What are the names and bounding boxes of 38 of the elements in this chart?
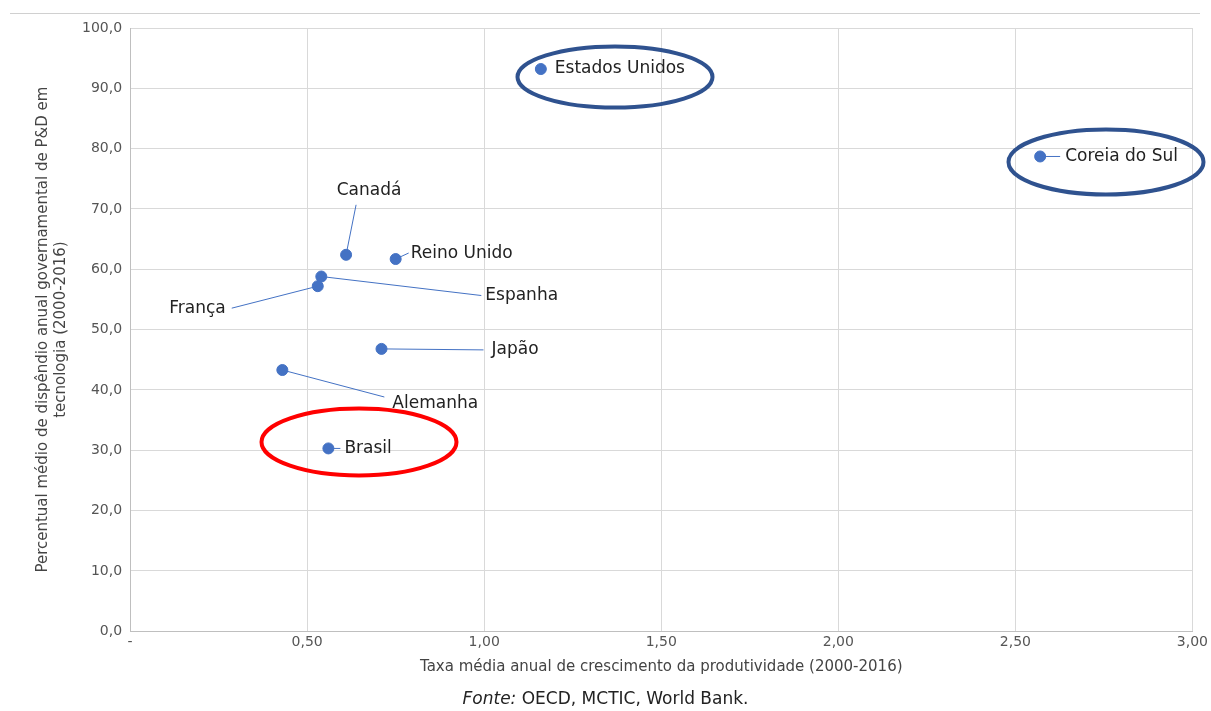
point bbox=[311, 280, 324, 293]
annotation: Brasil bbox=[344, 436, 392, 457]
annotation: Reino Unido bbox=[410, 242, 513, 263]
annotation: Canadá bbox=[336, 179, 402, 200]
x-tick-label: 0,50 bbox=[291, 633, 323, 650]
annotation: Alemanha bbox=[392, 392, 479, 413]
y-axis-title: Percentual médio de dispêndio anual governamental de P&D em tecnologia (2000-2016) bbox=[32, 86, 69, 573]
annotation: França bbox=[169, 296, 226, 317]
y-tick-label: 10,0 bbox=[90, 561, 123, 578]
y-tick-label: 90,0 bbox=[90, 78, 123, 95]
y-tick-label: 100,0 bbox=[81, 18, 123, 35]
annotation: Espanha bbox=[485, 283, 559, 304]
x-tick-label: 1,00 bbox=[468, 633, 500, 650]
y-tick-label: 40,0 bbox=[90, 380, 123, 397]
x-tick-label: 3,00 bbox=[1176, 633, 1208, 650]
point bbox=[276, 364, 289, 377]
y-tick-label: 50,0 bbox=[90, 320, 123, 337]
y-tick-label: 0,0 bbox=[99, 621, 123, 638]
y-tick-label: 30,0 bbox=[90, 440, 123, 457]
point bbox=[375, 342, 388, 355]
x-tick-label: 2,00 bbox=[822, 633, 854, 650]
y-tick-label: 60,0 bbox=[90, 259, 123, 276]
annotation: Coreia do Sul bbox=[1065, 144, 1178, 165]
y-tick-label: 70,0 bbox=[90, 199, 123, 216]
y-tick-label: 20,0 bbox=[90, 501, 123, 518]
y-tick-label: 80,0 bbox=[90, 139, 123, 156]
point bbox=[1034, 150, 1047, 163]
point bbox=[340, 248, 353, 261]
point bbox=[322, 442, 335, 455]
x-tick-label: - bbox=[127, 633, 133, 650]
x-axis-title: Taxa média anual de crescimento da produtividade (2000-2016) bbox=[418, 656, 903, 675]
point bbox=[534, 63, 547, 76]
annotation: Estados Unidos bbox=[554, 57, 686, 78]
point bbox=[389, 253, 402, 266]
source-note: Fonte: OECD, MCTIC, World Bank. bbox=[461, 688, 750, 708]
x-tick-label: 2,50 bbox=[999, 633, 1031, 650]
annotation: Japão bbox=[490, 338, 539, 359]
x-tick-label: 1,50 bbox=[645, 633, 677, 650]
